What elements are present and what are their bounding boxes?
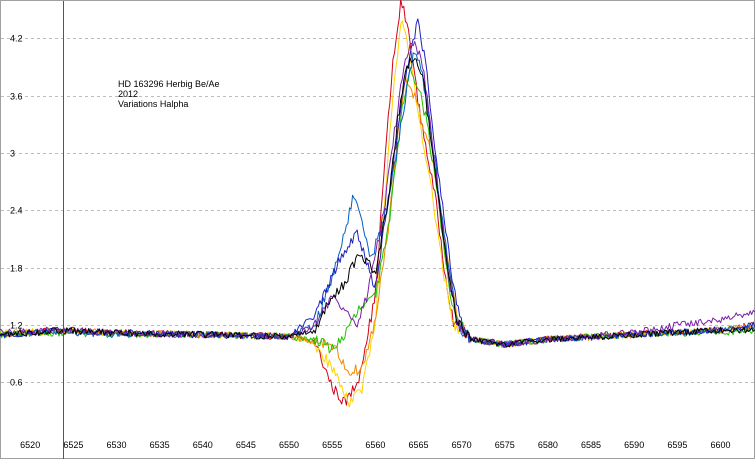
annotation-line-3: Variations Halpha: [118, 99, 188, 109]
y-tick-label: 2.4: [10, 206, 23, 216]
x-tick-labels: 6520 6525 6530 6535 6540 6545 6550 6555 6560 6565…: [20, 440, 730, 450]
annotation-line-2: 2012: [118, 89, 138, 99]
x-tick-label: 6590: [624, 440, 644, 450]
y-tick-label: 1.2: [10, 321, 23, 331]
annotation-line-1: HD 163296 Herbig Be/Ae: [118, 79, 220, 89]
y-tick-label: 3.6: [10, 92, 23, 102]
y-tick-label: 4.2: [10, 34, 23, 44]
annotation-block: HD 163296 Herbig Be/Ae 2012 Variations H…: [118, 79, 220, 109]
y-tick-label: 0.6: [10, 378, 23, 388]
x-tick-label: 6600: [710, 440, 730, 450]
x-tick-label: 6560: [365, 440, 385, 450]
x-tick-label: 6555: [322, 440, 342, 450]
y-tick-labels: 0.6 1.2 1.8 2.4 3 3.6 4.2: [10, 34, 23, 388]
x-tick-label: 6595: [667, 440, 687, 450]
x-tick-label: 6580: [538, 440, 558, 450]
x-tick-label: 6585: [581, 440, 601, 450]
x-tick-label: 6535: [150, 440, 170, 450]
x-tick-label: 6545: [236, 440, 256, 450]
x-tick-label: 6550: [279, 440, 299, 450]
x-tick-label: 6530: [106, 440, 126, 450]
y-tick-label: 3: [10, 149, 15, 159]
x-tick-label: 6520: [20, 440, 40, 450]
x-tick-label: 6570: [452, 440, 472, 450]
spectrum-series-line: [0, 18, 755, 347]
spectrum-series-line: [0, 57, 755, 348]
y-tick-label: 1.8: [10, 264, 23, 274]
x-tick-label: 6525: [63, 440, 83, 450]
x-tick-label: 6575: [495, 440, 515, 450]
spectrum-series-line: [0, 41, 755, 348]
spectrum-traces: [0, 0, 755, 408]
x-tick-label: 6565: [408, 440, 428, 450]
x-tick-label: 6540: [193, 440, 213, 450]
